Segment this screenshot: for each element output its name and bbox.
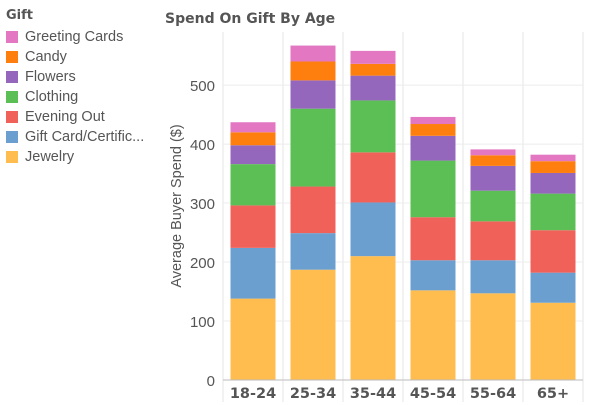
legend-item[interactable]: Greeting Cards [6,27,158,47]
x-tick-label: 55-64 [470,386,516,402]
legend-swatch [6,31,18,43]
bar-segment [350,63,396,76]
y-tick-label: 300 [190,196,215,213]
bar-segment [290,233,336,270]
legend-swatch [6,71,18,83]
x-tick-label: 18-24 [230,386,276,402]
bar-segment [410,217,456,261]
legend-item[interactable]: Candy [6,47,158,67]
bar-segment [530,154,576,162]
legend: Gift Greeting Cards Candy Flowers Clothing E… [6,8,158,167]
bar-segment [470,221,516,261]
y-tick-label: 0 [207,373,215,390]
legend-items: Greeting Cards Candy Flowers Clothing Evenin… [6,27,158,167]
bar-segment [470,260,516,294]
bar-segment [410,260,456,291]
bar-segment [410,160,456,218]
bar-segment [530,193,576,231]
legend-label: Gift Card/Certific... [25,129,145,145]
legend-swatch [6,111,18,123]
x-tick-label: 25-34 [290,386,336,402]
bar-segment [290,108,336,187]
y-tick-label: 400 [190,137,215,154]
legend-label: Greeting Cards [25,29,124,45]
legend-title: Gift [6,8,33,23]
bar-segment [230,298,276,380]
bar-segment [290,45,336,62]
y-tick-label: 500 [190,78,215,95]
bar-segment [410,124,456,136]
bar-segment [350,50,396,64]
legend-swatch [6,151,18,163]
legend-item[interactable]: Flowers [6,67,158,87]
bar-segment [230,132,276,146]
legend-label: Evening Out [25,109,105,125]
bar-segment [290,61,336,81]
bar-segment [350,202,396,257]
legend-item[interactable]: Gift Card/Certific... [6,127,158,147]
bar-segment [230,122,276,133]
legend-label: Flowers [25,69,76,85]
bar-segment [290,269,336,380]
legend-label: Candy [25,49,67,65]
bar-segment [530,172,576,194]
bar-segment [530,272,576,303]
bar-segment [350,152,396,203]
x-tick-label: 65+ [537,386,569,402]
x-tick-label: 45-54 [410,386,456,402]
legend-label: Clothing [25,89,79,105]
bar-segment [230,164,276,206]
y-axis-label: Average Buyer Spend ($) [169,124,185,287]
bar-segment [530,230,576,273]
bar-segment [230,205,276,248]
bar-segment [350,100,396,153]
legend-item[interactable]: Clothing [6,87,158,107]
bar-segment [350,75,396,101]
bar-segment [530,302,576,380]
legend-item[interactable]: Evening Out [6,107,158,127]
legend-swatch [6,91,18,103]
bar-segment [470,165,516,191]
bar-segment [470,149,516,156]
bar-segment [410,290,456,380]
bar-segment [470,190,516,222]
chart-title: Spend On Gift By Age [165,11,336,27]
bar-segment [290,186,336,234]
bar-segment [410,116,456,125]
bar-segment [350,256,396,380]
legend-swatch [6,131,18,143]
y-tick-label: 100 [190,314,215,331]
legend-swatch [6,51,18,63]
legend-item[interactable]: Jewelry [6,147,158,167]
bar-segment [470,155,516,166]
bar-segment [410,135,456,161]
bar-segment [530,161,576,173]
bar-segment [290,80,336,109]
y-tick-label: 200 [190,255,215,272]
bar-segment [230,247,276,299]
x-tick-label: 35-44 [350,386,396,402]
bar-segment [230,145,276,165]
legend-label: Jewelry [25,149,75,165]
bar-segment [470,293,516,380]
